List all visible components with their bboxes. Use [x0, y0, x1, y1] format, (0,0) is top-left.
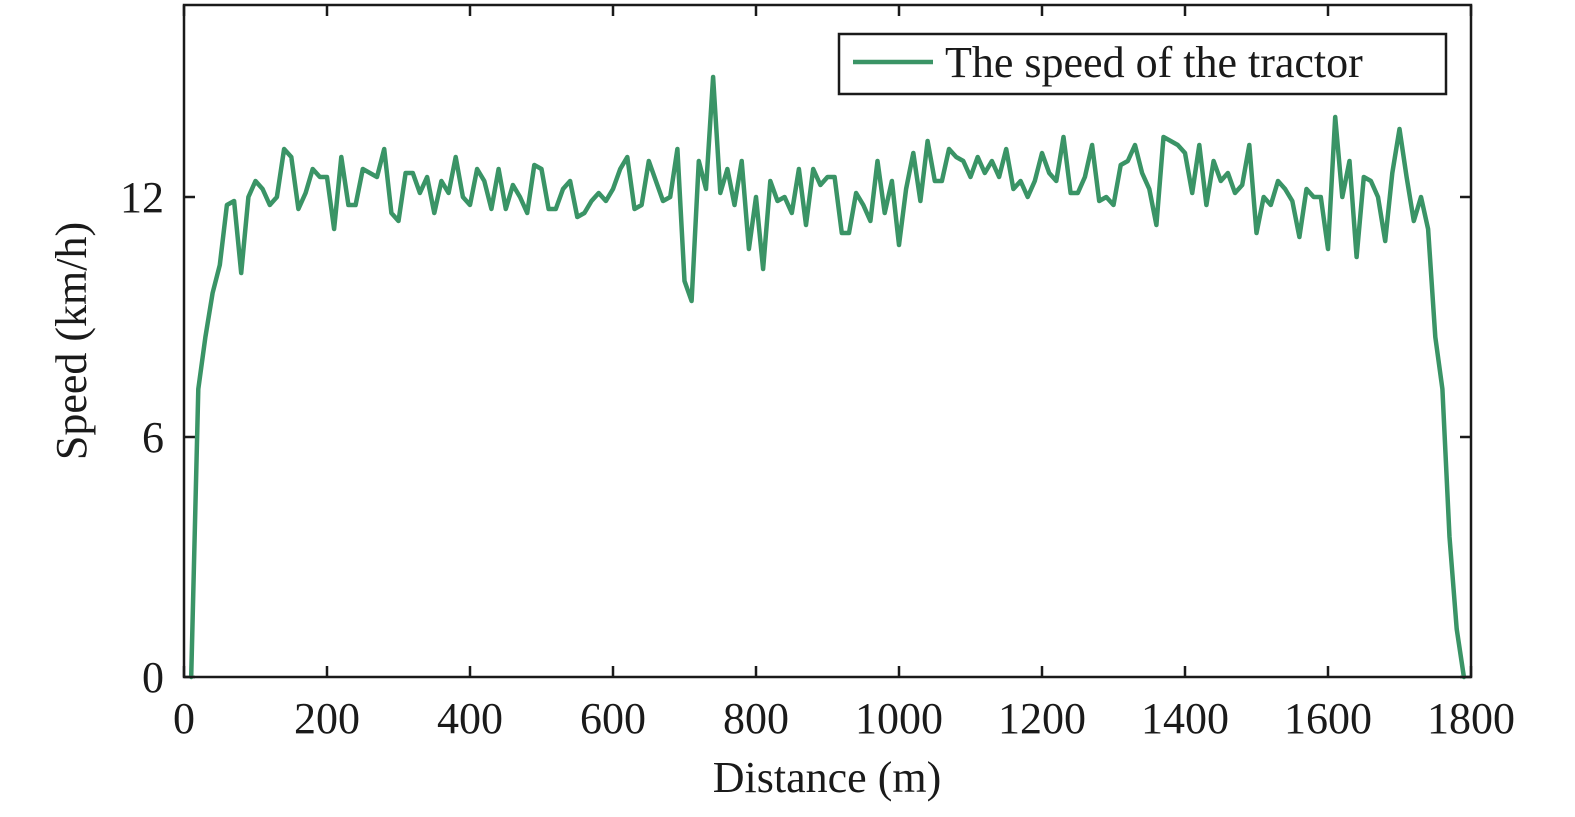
- y-tick-label: 6: [142, 413, 164, 462]
- x-tick-label: 1200: [998, 694, 1086, 743]
- x-tick-label: 400: [437, 694, 503, 743]
- x-tick-label: 1000: [855, 694, 943, 743]
- tick-labels: 0 200 400 600 800 1000 1200 1400 1600 1800 0 6 12: [120, 173, 1515, 743]
- y-tick-label: 0: [142, 653, 164, 702]
- x-tick-label: 0: [173, 694, 195, 743]
- plot-frame: [182, 3, 1473, 679]
- y-tick-label: 12: [120, 173, 164, 222]
- x-tick-label: 200: [294, 694, 360, 743]
- legend-label: The speed of the tractor: [945, 38, 1363, 87]
- x-tick-label: 800: [723, 694, 789, 743]
- legend: The speed of the tractor: [837, 32, 1448, 96]
- legend-box: [837, 32, 1448, 96]
- x-axis-title: Distance (m): [713, 753, 941, 802]
- series-layer: [188, 74, 1467, 680]
- x-tick-label: 1400: [1141, 694, 1229, 743]
- x-tick-label: 600: [580, 694, 646, 743]
- y-axis-title: Speed (km/h): [47, 222, 96, 460]
- plot-background: [184, 5, 1471, 677]
- x-tick-label: 1600: [1284, 694, 1372, 743]
- series-line-0: [188, 74, 1467, 680]
- x-tick-label: 1800: [1427, 694, 1515, 743]
